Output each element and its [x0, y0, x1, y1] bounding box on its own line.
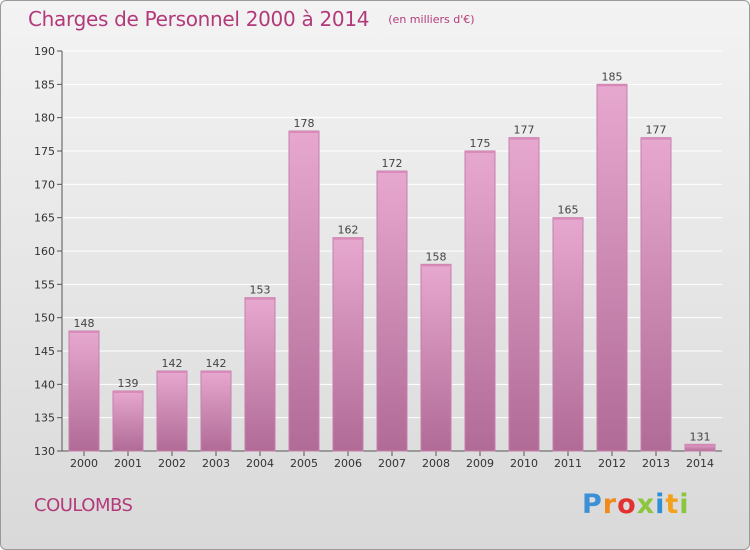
x-tick-label: 2008	[422, 457, 450, 470]
bar	[376, 170, 408, 452]
y-tick-label: 190	[34, 45, 55, 58]
x-tick-label: 2006	[334, 457, 362, 470]
value-label: 185	[602, 70, 623, 83]
x-tick-label: 2009	[466, 457, 494, 470]
bar	[464, 150, 496, 452]
x-tick-label: 2010	[510, 457, 538, 470]
bar-cap	[509, 137, 539, 140]
x-tick-label: 2011	[554, 457, 582, 470]
bar-cap	[421, 264, 451, 267]
bar-cap	[289, 131, 319, 133]
logo-letter: o	[617, 489, 637, 520]
logo-letter: t	[665, 489, 680, 520]
proxiti-logo[interactable]: Proxiti	[582, 489, 690, 520]
commune-name: COULOMBS	[34, 495, 133, 516]
bar-cap	[113, 391, 143, 393]
x-tick-label: 2003	[202, 457, 230, 470]
bars	[68, 83, 716, 452]
value-label: 175	[470, 137, 491, 150]
y-tick-label: 180	[34, 112, 55, 125]
x-tick-label: 2000	[70, 457, 98, 470]
value-label: 139	[118, 377, 139, 390]
y-tick-label: 185	[34, 78, 55, 91]
bar-cap	[597, 84, 627, 87]
x-tick-label: 2012	[598, 457, 626, 470]
value-label: 177	[514, 124, 535, 137]
value-label: 177	[646, 124, 667, 137]
value-label: 142	[162, 357, 183, 370]
bar-cap	[465, 151, 495, 153]
value-label: 148	[74, 317, 95, 330]
x-tick-label: 2001	[114, 457, 142, 470]
y-tick-label: 130	[34, 445, 55, 458]
bar	[420, 263, 452, 452]
bar	[200, 370, 232, 452]
y-tick-label: 165	[34, 212, 55, 225]
y-tick-label: 155	[34, 278, 55, 291]
value-label: 162	[338, 224, 359, 237]
bar-cap	[157, 371, 187, 373]
logo-letter: r	[602, 489, 618, 520]
labels: 130 135 140 145 150 155 160 165 170 175 180 185 190 1…	[34, 45, 714, 470]
title-row: Charges de Personnel 2000 à 2014 (en mil…	[28, 7, 475, 31]
value-label: 172	[382, 157, 403, 170]
value-label: 142	[206, 357, 227, 370]
x-tick-label: 2007	[378, 457, 406, 470]
chart-title: Charges de Personnel 2000 à 2014	[28, 7, 370, 31]
bar	[332, 237, 364, 452]
x-tick-label: 2014	[686, 457, 714, 470]
bar	[112, 390, 144, 452]
bar-cap	[69, 331, 99, 333]
bar	[596, 83, 628, 452]
logo-letter: P	[582, 489, 603, 520]
bar	[156, 370, 188, 452]
x-tick-label: 2002	[158, 457, 186, 470]
x-tick-label: 2004	[246, 457, 274, 470]
bar	[68, 330, 100, 452]
y-tick-label: 150	[34, 312, 55, 325]
bar-cap	[201, 371, 231, 373]
y-tick-label: 145	[34, 345, 55, 358]
x-tick-label: 2013	[642, 457, 670, 470]
value-label: 131	[690, 430, 711, 443]
value-label: 178	[294, 117, 315, 130]
bar-cap	[553, 217, 583, 220]
chart-subtitle: (en milliers d'€)	[388, 13, 475, 26]
bar-cap	[245, 297, 275, 300]
x-tick-label: 2005	[290, 457, 318, 470]
bar-cap	[685, 444, 715, 447]
bar	[552, 217, 584, 452]
value-label: 158	[426, 250, 447, 263]
bar-cap	[377, 171, 407, 173]
y-tick-label: 140	[34, 378, 55, 391]
bar	[244, 297, 276, 452]
value-label: 165	[558, 204, 579, 217]
logo-letter: x	[636, 489, 656, 520]
bar-cap	[333, 237, 363, 240]
value-label: 153	[250, 284, 271, 297]
y-tick-label: 175	[34, 145, 55, 158]
y-tick-label: 135	[34, 412, 55, 425]
bar	[508, 137, 540, 452]
bar-cap	[641, 137, 671, 140]
y-tick-label: 160	[34, 245, 55, 258]
logo-letter: i	[655, 489, 666, 520]
bar	[640, 137, 672, 452]
y-tick-label: 170	[34, 178, 55, 191]
bar	[288, 130, 320, 452]
logo-letter: i	[679, 489, 690, 520]
